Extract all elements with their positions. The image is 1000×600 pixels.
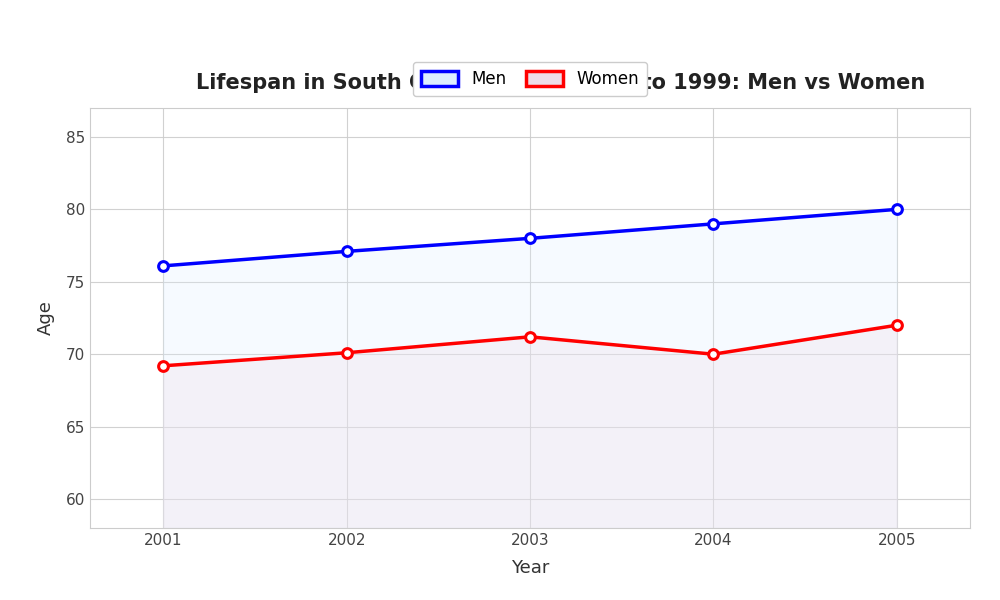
X-axis label: Year: Year [511, 559, 549, 577]
Text: Lifespan in South Carolina from 1963 to 1999: Men vs Women: Lifespan in South Carolina from 1963 to … [196, 73, 925, 92]
Y-axis label: Age: Age [37, 301, 55, 335]
Legend: Men, Women: Men, Women [413, 62, 647, 97]
